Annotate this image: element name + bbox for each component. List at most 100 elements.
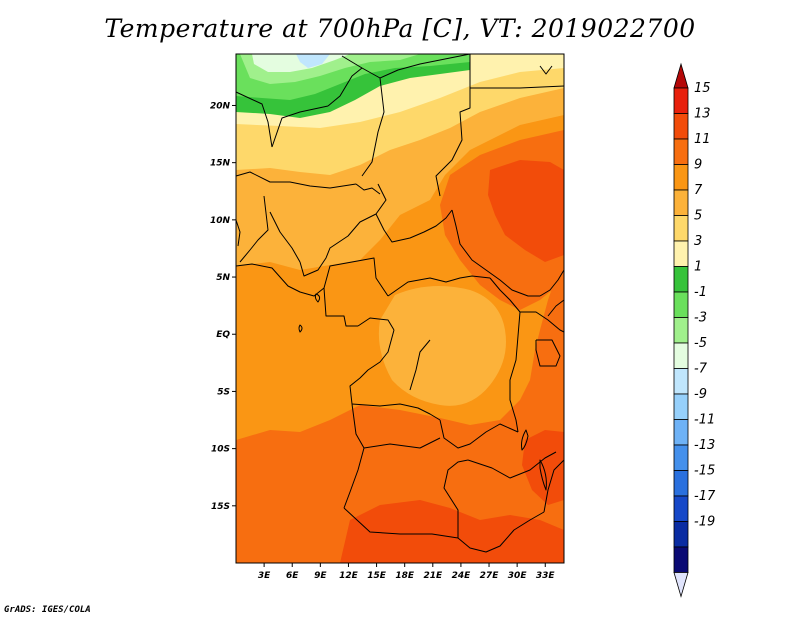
- lat-tick-label: EQ: [216, 330, 230, 340]
- colorbar-label: -1: [694, 285, 707, 300]
- border-line: [451, 209, 540, 297]
- lon-tick-label: 21E: [423, 571, 443, 581]
- field-zone-lightblue: [296, 54, 330, 68]
- lat-tick-label: 15S: [211, 502, 230, 512]
- border-line: [375, 183, 387, 215]
- colorbar-label: 13: [694, 107, 711, 122]
- border-line: [443, 459, 469, 538]
- colorbar-swatch: [673, 164, 689, 191]
- lake-outline: [314, 293, 321, 303]
- border-line: [341, 55, 363, 69]
- colorbar-top-arrow: [673, 62, 689, 89]
- border-line: [269, 211, 301, 263]
- border-line: [520, 311, 565, 333]
- colorbar-swatch: [673, 342, 689, 369]
- border-line: [439, 419, 519, 449]
- lake-outline: [521, 429, 529, 451]
- colorbar-swatch: [673, 138, 689, 165]
- border-line: [355, 183, 381, 195]
- border-line: [435, 54, 471, 197]
- border-line: [271, 105, 329, 148]
- colorbar-label: 9: [694, 158, 702, 173]
- border-line: [349, 329, 395, 405]
- border-line: [361, 77, 385, 177]
- colorbar-swatch: [673, 368, 689, 395]
- field-zone-red-south: [340, 500, 564, 563]
- field-zone-red-east: [488, 160, 564, 262]
- lon-tick-label: 24E: [452, 571, 472, 581]
- lon-tick-label: 15E: [367, 571, 387, 581]
- border-line: [235, 219, 241, 247]
- border-line: [509, 311, 521, 433]
- colorbar-label: 15: [694, 81, 711, 96]
- colorbar-swatch: [673, 113, 689, 140]
- colorbar-label: 7: [694, 183, 703, 198]
- grads-credit: GrADS: IGES/COLA: [4, 605, 91, 615]
- colorbar-swatch: [673, 215, 689, 242]
- colorbar-label: 1: [694, 260, 702, 275]
- map-frame: [235, 53, 565, 564]
- colorbar-label: -3: [694, 311, 707, 326]
- colorbar-swatch: [673, 393, 689, 420]
- border-line: [409, 339, 431, 391]
- lake-outline: [298, 324, 303, 333]
- colorbar-label: -15: [694, 464, 715, 479]
- border-line: [535, 339, 561, 367]
- colorbar-swatch: [673, 419, 689, 446]
- longitude-axis: 3E 6E 9E 12E 15E 18E 21E 24E 27E 30E 33E: [258, 563, 556, 581]
- border-line: [387, 275, 491, 297]
- colorbar-swatch: [673, 317, 689, 344]
- lon-tick-label: 33E: [536, 571, 556, 581]
- border-line: [470, 85, 565, 89]
- colorbar-swatch: [673, 546, 689, 573]
- colorbar-label: 5: [694, 209, 702, 224]
- map-title: Temperature at 700hPa [C], VT: 201902270…: [104, 14, 696, 43]
- colorbar-bottom-arrow: [673, 572, 689, 598]
- field-zone-deeporange-south: [236, 270, 564, 563]
- field-zone-orange-interior: [378, 286, 506, 406]
- colorbar-label: 3: [694, 234, 702, 249]
- lat-tick-label: 10N: [210, 216, 231, 226]
- border-line: [467, 451, 557, 479]
- colorbar-label: -11: [694, 413, 715, 428]
- colorbar-swatch: [673, 189, 689, 216]
- border-line: [363, 437, 441, 449]
- lat-tick-label: 15N: [210, 159, 231, 169]
- lake-outline: [539, 459, 547, 491]
- colorbar-label: -13: [694, 438, 715, 453]
- colorbar-swatch: [673, 266, 689, 293]
- border-line: [489, 277, 521, 313]
- border-line: [343, 507, 459, 539]
- border-line: [351, 403, 441, 421]
- border-line: [539, 269, 565, 297]
- border-line: [323, 257, 389, 297]
- lon-tick-label: 27E: [480, 571, 500, 581]
- border-line: [343, 403, 365, 509]
- lon-tick-label: 12E: [339, 571, 359, 581]
- colorbar-label: 11: [694, 132, 711, 147]
- colorbar-swatch: [673, 291, 689, 318]
- colorbar-label: -7: [694, 362, 708, 377]
- colorbar-label: -5: [694, 336, 707, 351]
- border-line: [543, 459, 565, 513]
- border-line: [235, 171, 357, 189]
- latitude-axis: 20N 15N 10N 5N EQ 5S 10S 15S: [210, 101, 236, 512]
- border-line: [357, 317, 395, 331]
- lat-tick-label: 5N: [216, 273, 230, 283]
- lat-tick-label: 20N: [210, 101, 231, 111]
- colorbar-swatch: [673, 470, 689, 497]
- colorbar-swatch: [673, 521, 689, 548]
- colorbar-label: -9: [694, 387, 707, 402]
- border-line: [323, 287, 358, 327]
- colorbar-swatch: [673, 444, 689, 471]
- border-line: [235, 263, 325, 297]
- lon-tick-label: 9E: [314, 571, 327, 581]
- lon-tick-label: 30E: [508, 571, 528, 581]
- lon-tick-label: 18E: [395, 571, 415, 581]
- border-line: [235, 91, 273, 148]
- border-line: [375, 209, 453, 243]
- border-line: [239, 195, 269, 263]
- lon-tick-label: 3E: [258, 571, 271, 581]
- lon-tick-label: 6E: [286, 571, 299, 581]
